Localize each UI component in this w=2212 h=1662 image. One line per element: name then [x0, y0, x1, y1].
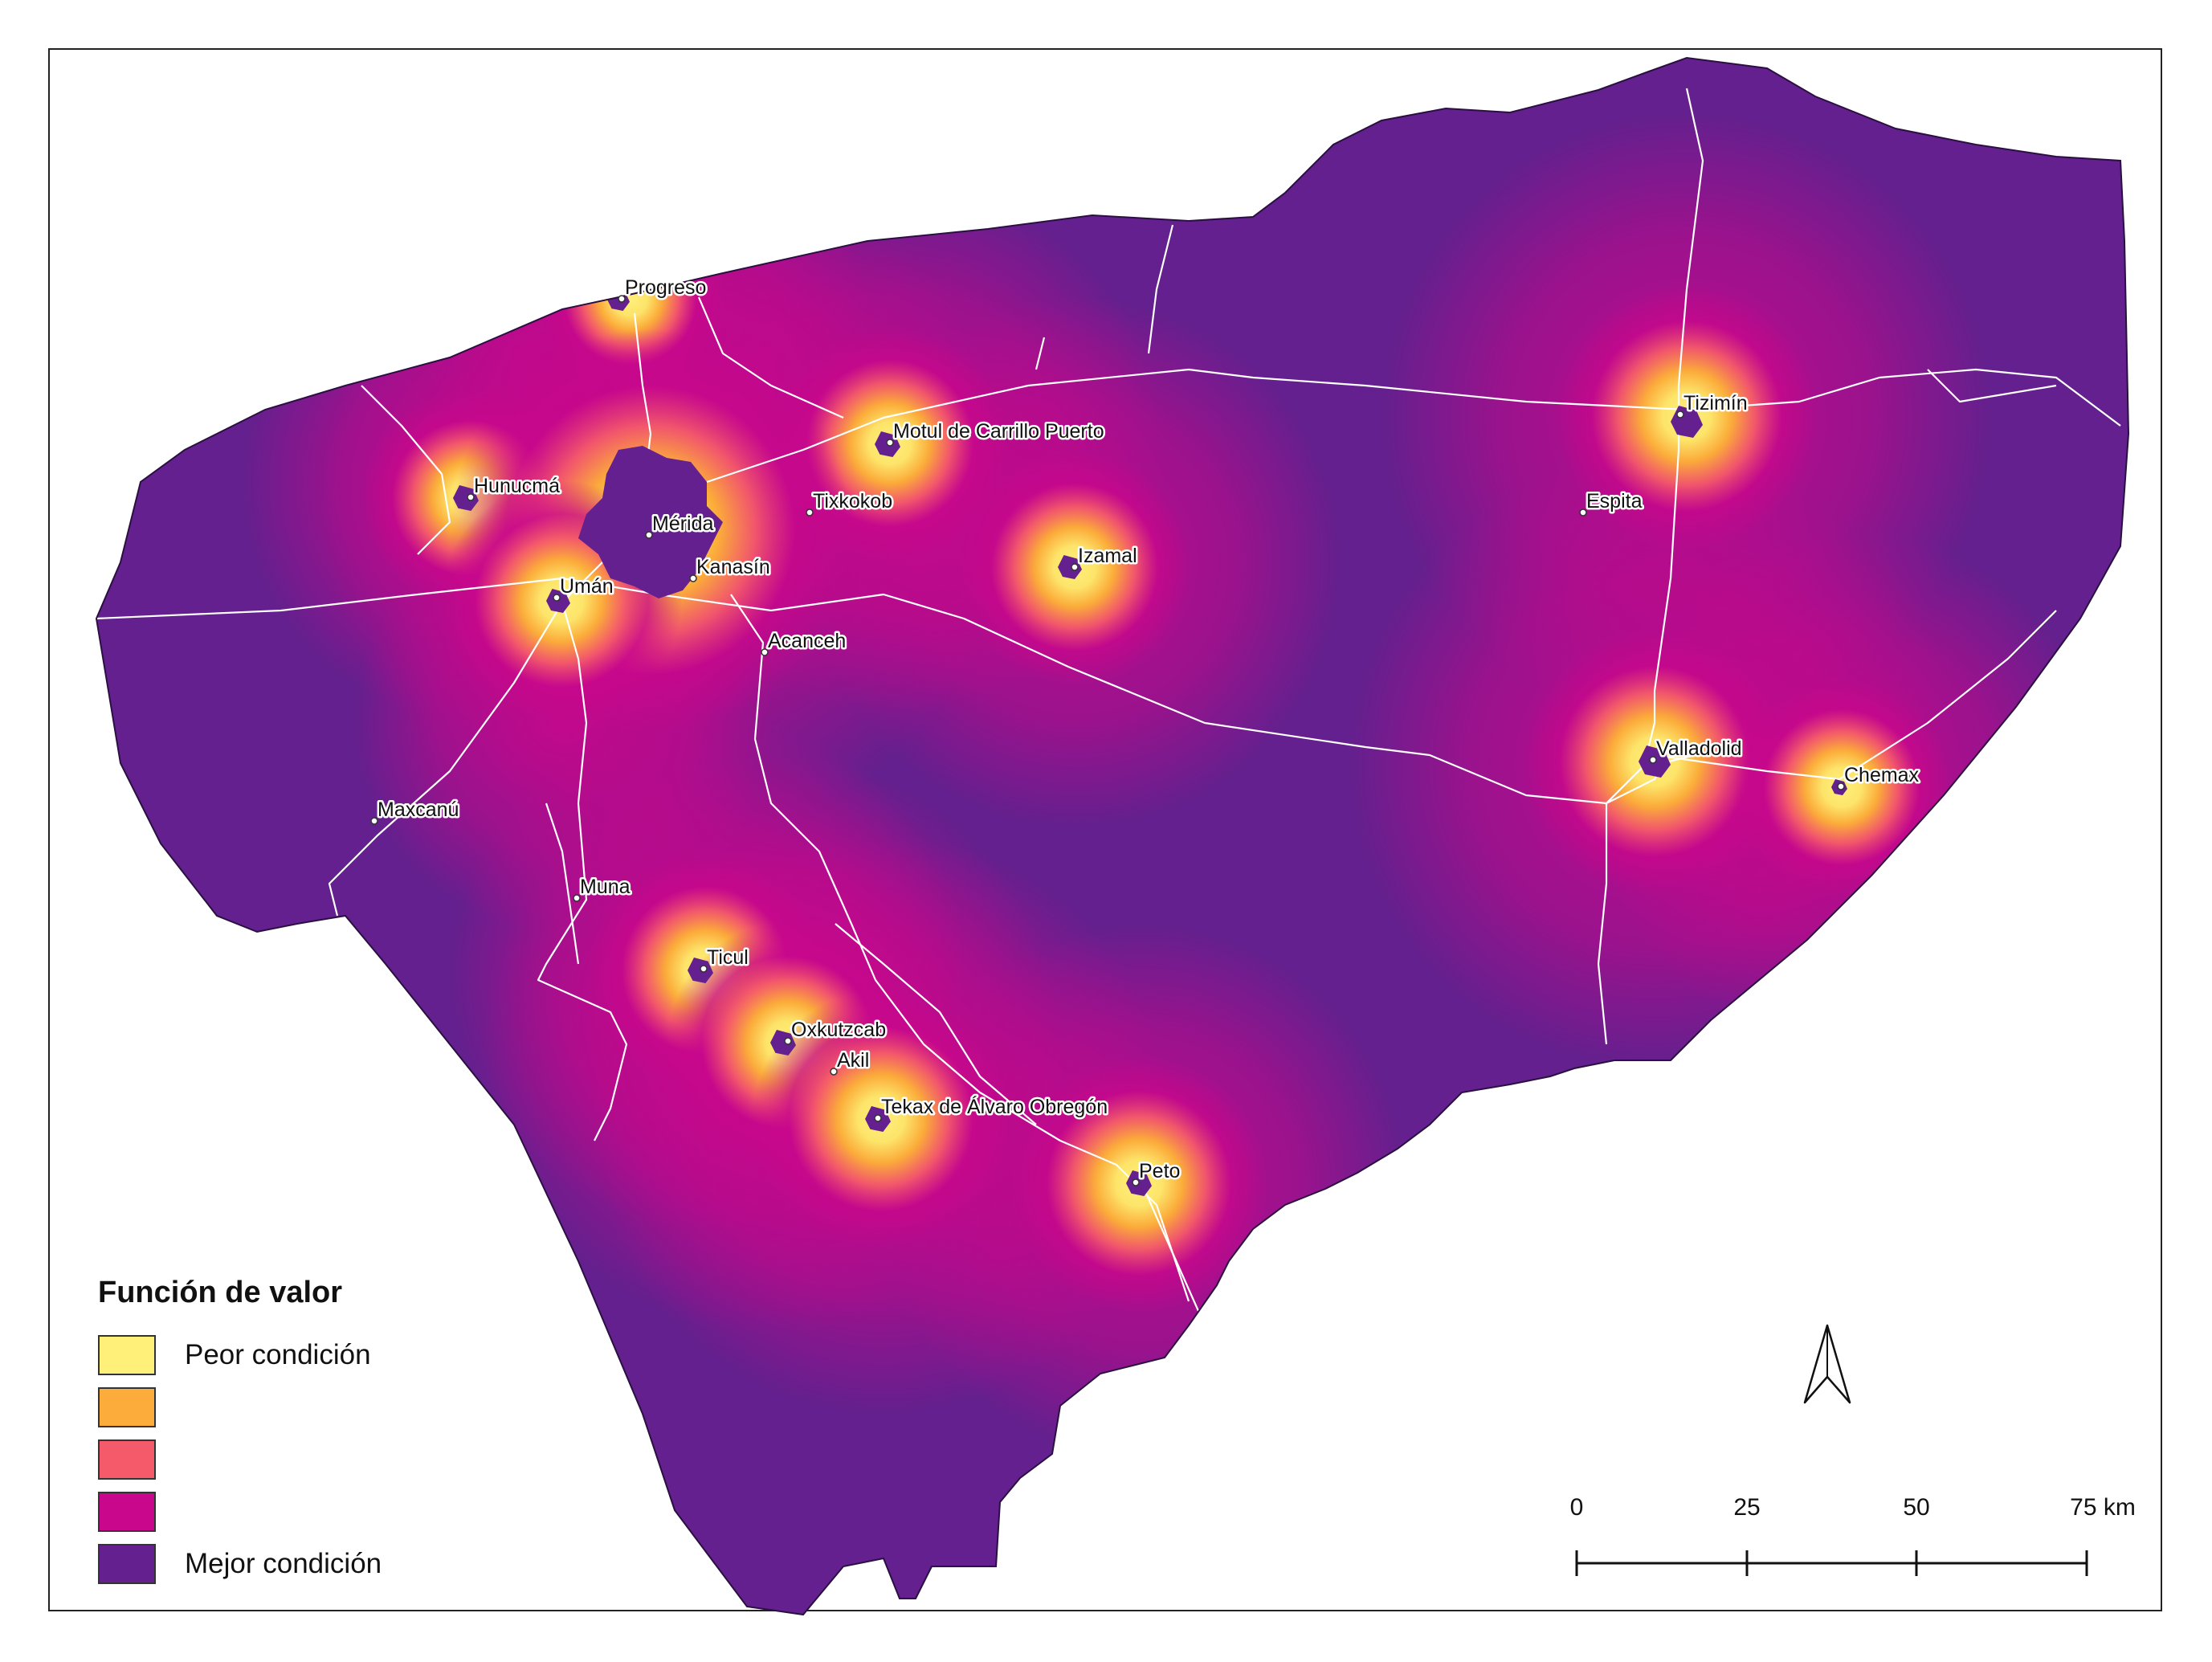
road [1035, 337, 1046, 370]
city-label: Umán [560, 575, 614, 598]
road [1147, 224, 1174, 354]
city-marker [467, 493, 475, 501]
legend-title: Función de valor [98, 1276, 343, 1309]
city-marker [370, 817, 378, 825]
urban-area [1058, 555, 1082, 579]
city-label: Tekax de Álvaro Obregón [881, 1095, 1108, 1118]
urban-area [453, 485, 479, 511]
road [697, 296, 844, 419]
legend-swatch-2 [98, 1387, 156, 1427]
scale-label-25: 25 [1733, 1494, 1761, 1521]
city-marker [573, 894, 581, 902]
urban-area [770, 1030, 796, 1056]
road [835, 923, 1037, 1125]
legend-label-1: Peor condición [185, 1339, 371, 1370]
city-marker [874, 1114, 882, 1122]
road [537, 602, 628, 1141]
city-marker [1132, 1178, 1140, 1186]
road [545, 802, 580, 965]
legend-swatch-5 [98, 1544, 156, 1584]
city-marker [784, 1037, 792, 1045]
road [1645, 88, 1704, 756]
city-label: Tizimín [1683, 392, 1748, 414]
city-label: Acanceh [768, 630, 846, 652]
scale-label-0: 0 [1569, 1494, 1584, 1521]
road [96, 577, 1696, 805]
scale-bar [1575, 1550, 2088, 1576]
city-label: Tixkokob [813, 490, 892, 512]
road [1139, 1180, 1206, 1326]
road-network [96, 88, 2121, 1326]
state-boundary [95, 56, 2130, 1616]
city-label: Kanasín [696, 556, 770, 578]
map-frame [48, 48, 2162, 1611]
scale-label-75: 75 km [2070, 1494, 2136, 1521]
city-marker [1649, 756, 1657, 764]
city-label: Muna [580, 876, 631, 898]
legend-label-5: Mejor condición [185, 1548, 382, 1579]
city-label: Hunucmá [474, 475, 560, 497]
city-marker [700, 965, 708, 973]
city-label: Maxcanú [378, 798, 459, 821]
city-label: Valladolid [1656, 737, 1742, 760]
city-marker [1579, 508, 1587, 517]
city-marker [830, 1068, 838, 1076]
city-marker [553, 594, 561, 602]
legend-swatch-4 [98, 1492, 156, 1532]
urban-area-merida [578, 446, 723, 598]
city-label: Motul de Carrillo Puerto [893, 420, 1104, 443]
city-marker [1676, 410, 1684, 419]
city-marker [1071, 563, 1079, 571]
scale-label-50: 50 [1903, 1494, 1930, 1521]
city-marker [1837, 782, 1845, 790]
city-marker [618, 295, 626, 303]
city-label: Oxkutzcab [791, 1019, 886, 1041]
north-arrow-icon [1803, 1324, 1851, 1404]
city-label: Chemax [1844, 764, 1920, 786]
city-marker [645, 531, 653, 539]
city-label: Espita [1586, 490, 1643, 512]
road [1597, 754, 1655, 1045]
road [1927, 369, 2057, 403]
road [730, 594, 1190, 1302]
city-marker [761, 648, 769, 656]
city-marker [886, 439, 894, 447]
road [1654, 610, 2057, 781]
city-label: Peto [1139, 1160, 1180, 1182]
legend-swatch-1 [98, 1335, 156, 1375]
city-label: Akil [837, 1049, 869, 1072]
road [361, 385, 451, 555]
city-label: Progreso [625, 276, 706, 299]
legend-swatch-3 [98, 1439, 156, 1480]
city-marker [689, 574, 697, 582]
city-label: Mérida [652, 512, 714, 535]
city-marker [806, 508, 814, 517]
road [706, 368, 2121, 484]
city-label: Ticul [707, 946, 749, 969]
city-label: Izamal [1078, 545, 1137, 567]
